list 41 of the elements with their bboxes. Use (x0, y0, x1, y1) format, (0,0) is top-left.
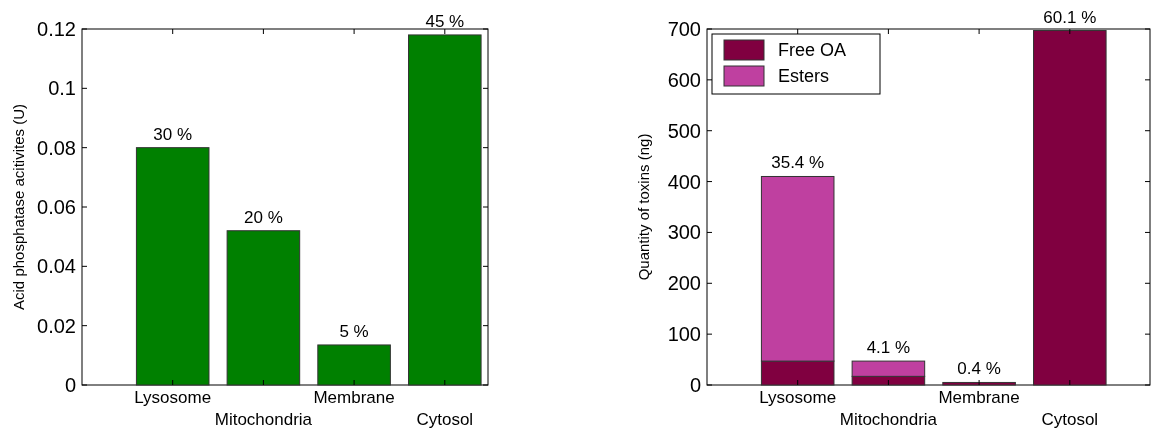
bar (1033, 30, 1107, 386)
x-tick-label: Cytosol (1041, 410, 1099, 429)
x-tick-label: Membrane (313, 388, 395, 407)
y-tick-label: 0.06 (37, 196, 76, 218)
x-tick-label: Cytosol (416, 410, 474, 429)
x-tick-label: Mitochondria (839, 410, 938, 429)
y-tick-label: 0.04 (37, 255, 76, 278)
y-tick-label: 400 (667, 170, 701, 193)
x-tick-label: Lysosome (759, 388, 837, 407)
y-tick-label: 300 (667, 221, 701, 244)
bar (226, 230, 301, 386)
annotation: 4.1 % (866, 338, 911, 358)
y-axis-title: Acid phosphatase acitivites (U) (10, 104, 27, 310)
x-tick-label: Membrane (938, 388, 1020, 407)
bar (408, 34, 482, 386)
annotation: 20 % (244, 207, 283, 227)
legend-label: Esters (778, 66, 830, 87)
y-tick-label: 0.12 (37, 18, 76, 40)
annotation: 30 % (153, 124, 193, 144)
bar (317, 344, 391, 386)
bar (135, 147, 210, 386)
bar (942, 381, 1016, 386)
y-tick-label: 100 (667, 323, 701, 346)
y-tick-label: 0.1 (48, 77, 76, 100)
annotation: 5 % (339, 321, 369, 341)
y-tick-label: 500 (667, 119, 701, 142)
annotation: 45 % (425, 11, 465, 31)
legend-label: Free OA (778, 40, 847, 61)
x-tick-label: Lysosome (134, 388, 212, 407)
y-axis-title: Quantity of toxins (ng) (635, 133, 652, 281)
y-tick-label: 0 (64, 374, 76, 396)
annotation: 0.4 % (957, 359, 1001, 379)
y-tick-label: 600 (667, 68, 701, 91)
y-tick-label: 700 (667, 18, 701, 40)
y-tick-label: 0.02 (37, 314, 76, 337)
y-tick-label: 200 (667, 272, 701, 295)
annotation: 60.1 % (1043, 7, 1097, 27)
x-tick-label: Mitochondria (214, 410, 313, 429)
y-tick-label: 0 (689, 374, 701, 396)
annotation: 35.4 % (771, 153, 825, 173)
y-tick-label: 0.08 (37, 136, 76, 159)
